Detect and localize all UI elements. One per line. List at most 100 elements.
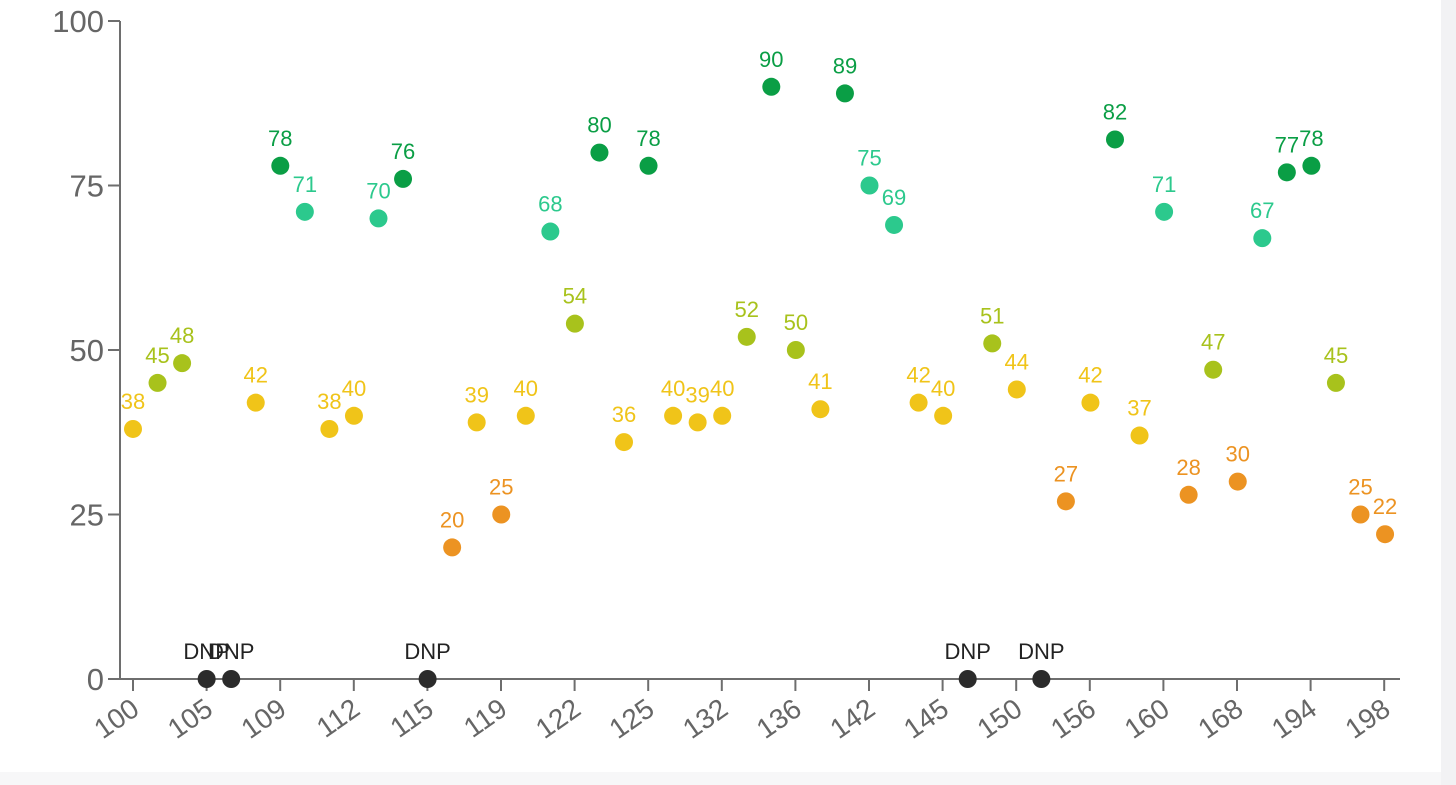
dnp-label: DNP	[183, 639, 229, 664]
data-label: 40	[514, 376, 538, 401]
data-label: 45	[145, 343, 169, 368]
data-label: 52	[735, 297, 759, 322]
data-label: 89	[833, 53, 857, 78]
data-label: 70	[366, 178, 390, 203]
data-point[interactable]	[885, 215, 904, 234]
bottom-strip	[0, 772, 1441, 785]
x-tick-label: 142	[824, 693, 880, 745]
data-point[interactable]	[664, 406, 683, 425]
data-point[interactable]	[615, 433, 633, 452]
x-tick-label: 136	[751, 693, 807, 745]
dnp-point[interactable]	[1032, 670, 1051, 688]
data-point[interactable]	[737, 327, 756, 346]
data-label: 22	[1373, 494, 1397, 519]
data-label: 40	[710, 376, 734, 401]
data-label: 50	[784, 310, 808, 335]
data-point[interactable]	[1130, 426, 1149, 445]
y-tick-label: 100	[52, 4, 104, 39]
data-point[interactable]	[394, 169, 413, 188]
dnp-point[interactable]	[222, 670, 241, 688]
data-label: 71	[1152, 172, 1176, 197]
data-label: 80	[587, 113, 611, 138]
data-point[interactable]	[934, 406, 953, 425]
data-point[interactable]	[467, 413, 486, 432]
data-point[interactable]	[246, 393, 265, 412]
data-point[interactable]	[173, 354, 192, 373]
x-tick-label: 132	[677, 693, 733, 745]
data-point[interactable]	[786, 341, 805, 359]
data-point[interactable]	[369, 209, 388, 228]
x-tick-label: 156	[1045, 693, 1101, 745]
y-tick-label: 0	[87, 662, 104, 697]
data-point[interactable]	[1106, 130, 1124, 149]
data-point[interactable]	[565, 314, 584, 333]
dnp-point[interactable]	[418, 670, 437, 688]
data-point[interactable]	[124, 419, 142, 438]
data-point[interactable]	[688, 413, 707, 432]
x-tick-label: 115	[384, 693, 438, 744]
data-point[interactable]	[713, 406, 732, 425]
dnp-point[interactable]	[958, 670, 977, 688]
data-point[interactable]	[516, 406, 535, 425]
data-point[interactable]	[1326, 373, 1345, 392]
data-point[interactable]	[1253, 229, 1272, 248]
data-point[interactable]	[295, 202, 314, 221]
data-label: 39	[685, 382, 709, 407]
data-points	[124, 77, 1395, 688]
data-point[interactable]	[1081, 393, 1100, 412]
x-tick-label: 109	[236, 693, 292, 745]
data-point[interactable]	[320, 419, 339, 438]
data-point[interactable]	[541, 222, 560, 241]
x-tick-label: 194	[1266, 693, 1322, 745]
data-point[interactable]	[835, 84, 854, 103]
data-point[interactable]	[1056, 492, 1075, 511]
data-point[interactable]	[1204, 360, 1223, 379]
data-point[interactable]	[860, 176, 879, 195]
data-label: 75	[857, 146, 881, 171]
data-point[interactable]	[1155, 202, 1174, 221]
scrollbar-track[interactable]	[1441, 0, 1456, 785]
data-point[interactable]	[344, 406, 363, 425]
data-point[interactable]	[590, 143, 609, 162]
data-label: 38	[317, 389, 341, 414]
data-label: 67	[1250, 198, 1274, 223]
data-point[interactable]	[762, 77, 781, 96]
data-label: 28	[1176, 455, 1200, 480]
data-label: 40	[342, 376, 366, 401]
data-point[interactable]	[1376, 525, 1395, 544]
data-label: 30	[1226, 442, 1250, 467]
data-point[interactable]	[1179, 485, 1198, 504]
data-point[interactable]	[983, 334, 1002, 353]
data-label: 20	[440, 507, 464, 532]
x-tick-label: 160	[1119, 693, 1175, 745]
data-label: 40	[931, 376, 955, 401]
data-label: 51	[980, 303, 1004, 328]
data-point[interactable]	[148, 373, 167, 392]
data-label: 25	[1348, 475, 1372, 500]
data-label: 41	[808, 369, 832, 394]
data-point[interactable]	[271, 156, 290, 175]
data-label: 54	[563, 284, 587, 309]
data-point[interactable]	[443, 538, 462, 557]
data-label: 47	[1201, 330, 1225, 355]
data-point[interactable]	[1228, 472, 1247, 491]
data-point[interactable]	[1351, 505, 1370, 524]
x-tick-label: 112	[311, 693, 365, 744]
y-tick-label: 50	[70, 333, 104, 368]
data-point[interactable]	[1007, 380, 1026, 399]
data-point[interactable]	[909, 393, 928, 412]
data-point[interactable]	[1302, 156, 1321, 175]
dnp-point[interactable]	[197, 670, 216, 688]
dnp-label: DNP	[404, 639, 450, 664]
data-label: 42	[244, 363, 268, 388]
data-point[interactable]	[639, 156, 658, 175]
data-point[interactable]	[811, 400, 830, 419]
data-label: 78	[1299, 126, 1323, 151]
dnp-label: DNP	[208, 639, 254, 664]
data-label: 39	[464, 382, 488, 407]
data-point[interactable]	[1277, 163, 1296, 182]
data-label: 77	[1275, 132, 1299, 157]
data-point[interactable]	[492, 505, 511, 524]
data-label: 25	[489, 475, 513, 500]
